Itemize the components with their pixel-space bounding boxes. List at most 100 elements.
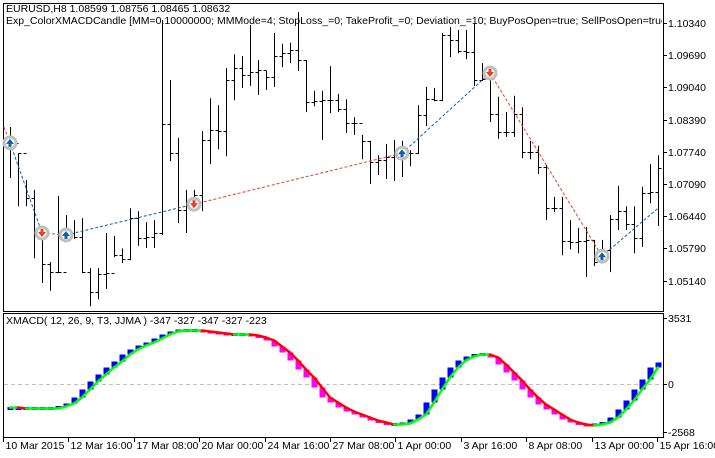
macd-candle [287,352,294,361]
ohlc-bar [479,63,486,81]
macd-candle [455,360,462,368]
signal-line-segment [528,388,540,399]
macd-candle [423,402,430,415]
time-axis-label: 24 Mar 16:00 [267,440,330,452]
signal-line-segment [352,410,364,416]
ohlc-bar [551,196,558,213]
ohlc-bar [199,130,206,212]
ohlc-bar [567,220,574,250]
ohlc-bar [335,93,342,113]
signal-line-segment [56,405,68,410]
time-axis-label: 3 Apr 16:00 [463,440,518,452]
arrow-down-icon [38,228,46,237]
signal-line-segment [160,333,172,340]
ohlc-bar [343,99,350,133]
signal-line-segment [128,348,140,356]
trade-line [65,203,195,236]
ohlc-bar [607,215,614,273]
signal-line-segment [296,359,308,371]
signal-line-segment [120,353,132,363]
ohlc-bar [623,206,630,230]
ohlc-bar [559,196,566,256]
ohlc-bar [311,90,318,107]
macd-candle [519,380,526,390]
ohlc-bar [503,112,510,137]
price-axis-label: 1.10340 [668,17,706,30]
macd-candle [527,389,534,398]
ohlc-bar [615,185,622,230]
macd-candle [503,364,510,373]
signal-line-segment [152,337,164,344]
macd-candle [655,362,662,368]
ohlc-bar [655,155,662,227]
arrow-down-icon [190,200,198,209]
arrow-down-icon [486,69,494,78]
signal-line-segment [224,332,236,336]
price-axis-label: 1.06440 [668,210,706,223]
macd-candle [135,345,142,350]
ohlc-bar [87,268,94,307]
arrow-up-icon [398,149,406,158]
signal-line-segment [456,359,468,369]
signal-line-segment [136,344,148,351]
ohlc-bar [647,164,654,204]
ohlc-bar [175,137,182,224]
time-axis-label: 13 Apr 00:00 [594,440,655,452]
signal-line-segment [544,403,556,411]
buy-marker [58,227,74,243]
signal-line-segment [600,421,612,426]
signal-line-segment [504,363,516,374]
signal-line-segment [568,418,580,424]
time-axis-label: 10 Mar 2015 [5,440,65,452]
macd-candle [615,409,622,418]
indicator-axis-label: -2568 [668,426,695,439]
main-panel-frame [3,3,664,312]
macd-candle [447,367,454,378]
ohlc-bar [495,96,502,139]
ohlc-bar [7,126,14,179]
signal-line-segment [520,379,532,391]
price-axis-label: 1.08390 [668,114,706,127]
ohlc-bar [223,68,230,157]
ohlc-bar [447,26,454,58]
ohlc-bar [359,123,366,160]
axes [3,23,667,442]
signal-line-segment [64,402,76,408]
ohlc-bar [631,206,638,254]
indicator-axis-label: 0 [668,378,674,391]
time-axis-label: 27 Mar 08:00 [332,440,395,452]
ohlc-bar [143,222,150,248]
ohlc-bar [527,140,534,160]
ohlc-bar [319,90,326,140]
ohlc-bar [231,54,238,101]
ohlc-bar [247,24,254,86]
ohlc-bar [127,208,134,261]
ohlc-bar [327,66,334,114]
symbol-ohlc-line: EURUSD,H8 1.08599 1.08756 1.08465 1.0863… [6,3,231,15]
signal-line-segment [608,416,620,424]
indicator-axis-label: 3531 [668,312,692,325]
signal-line-segment [448,366,460,379]
ohlc-bar [391,139,398,181]
signal-line-segment [384,421,396,426]
trade-line [3,126,11,144]
ohlc-bar [471,23,478,86]
signal-line-segment [336,401,348,409]
sell-marker [34,225,50,241]
ohlc-bar [151,220,158,248]
macd-candle [271,340,278,347]
ohlc-bar [63,215,70,273]
expert-advisor-line: Exp_ColorXMACDCandle [MM=0.10000000; MMM… [6,15,662,27]
signal-line-segment [104,366,116,376]
ohlc-bar [279,43,286,68]
signal-line-segment [512,371,524,382]
ohlc-bar [119,248,126,264]
price-bars [2,12,662,307]
signal-line-segment [112,360,124,369]
ohlc-bar [47,262,54,291]
macd-candle [607,417,614,423]
ohlc-bar [255,60,262,95]
ohlc-bar [31,189,38,259]
macd-candle [103,367,110,375]
